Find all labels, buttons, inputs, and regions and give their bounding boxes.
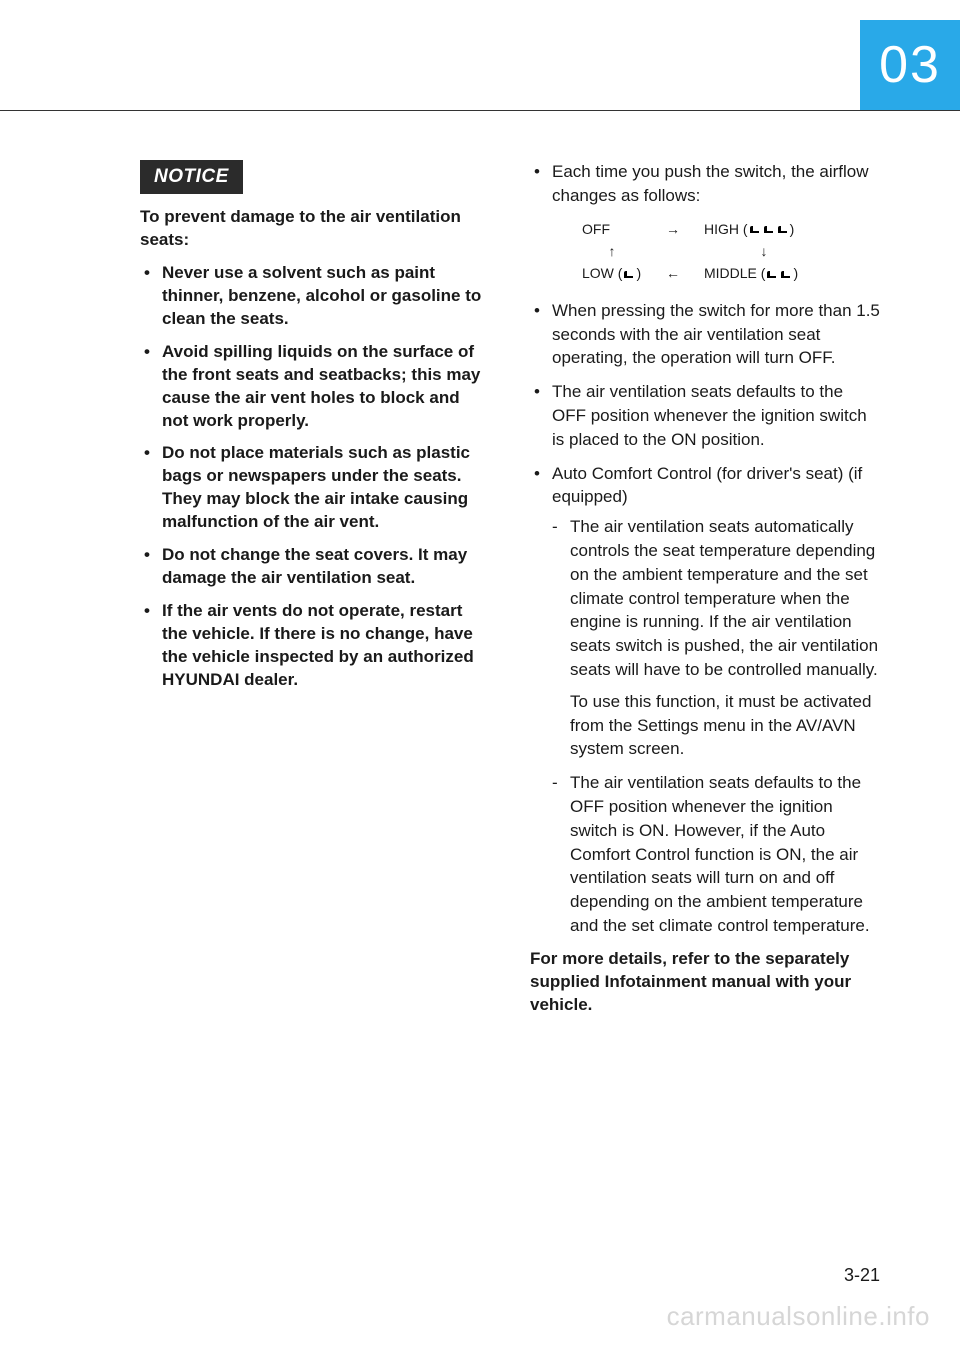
notice-label: NOTICE: [140, 160, 243, 194]
list-item-text: Auto Comfort Control (for driver's seat)…: [552, 464, 862, 507]
flow-close: ): [636, 265, 641, 281]
page-number: 3-21: [844, 1265, 880, 1286]
sub-item-para: To use this function, it must be activat…: [570, 690, 880, 761]
seat-icon: [765, 270, 779, 280]
notice-item: Do not place materials such as plastic b…: [140, 442, 490, 534]
left-column: NOTICE To prevent damage to the air vent…: [140, 160, 490, 1017]
list-item: Each time you push the switch, the airfl…: [530, 160, 880, 285]
right-column: Each time you push the switch, the airfl…: [530, 160, 880, 1017]
seat-icon: [762, 225, 776, 235]
sub-item-text: The air ventilation seats automatically …: [570, 517, 878, 679]
flow-row-mid: ↑ ↓: [582, 240, 880, 262]
flow-close: ): [793, 265, 798, 281]
notice-item: Do not change the seat covers. It may da…: [140, 544, 490, 590]
notice-intro: To prevent damage to the air ventilation…: [140, 206, 490, 252]
notice-item: If the air vents do not operate, restart…: [140, 600, 490, 692]
seat-icon: [748, 225, 762, 235]
flow-arrow-right: →: [658, 218, 688, 240]
flow-row-top: OFF → HIGH (): [582, 218, 880, 240]
flow-arrow-up: ↑: [582, 240, 642, 262]
flow-high-label: HIGH (: [704, 221, 748, 237]
list-item: When pressing the switch for more than 1…: [530, 299, 880, 370]
chapter-badge: 03: [860, 20, 960, 110]
sub-list: The air ventilation seats automatically …: [552, 515, 880, 938]
sub-item: The air ventilation seats defaults to th…: [552, 771, 880, 938]
notice-list: Never use a solvent such as paint thinne…: [140, 262, 490, 692]
seat-icon: [622, 270, 636, 280]
flow-low-label: LOW (: [582, 265, 622, 281]
flow-close: ): [790, 221, 795, 237]
seat-icon: [776, 225, 790, 235]
flow-row-bottom: LOW () ← MIDDLE (): [582, 262, 880, 284]
flow-off: OFF: [582, 218, 642, 240]
header-divider: [0, 110, 960, 111]
flow-middle-label: MIDDLE (: [704, 265, 765, 281]
watermark: carmanualsonline.info: [667, 1301, 930, 1332]
flow-high: HIGH (): [704, 218, 794, 240]
airflow-diagram: OFF → HIGH () ↑ ↓ LOW (): [582, 218, 880, 285]
flow-low: LOW (): [582, 262, 642, 284]
flow-middle: MIDDLE (): [704, 262, 798, 284]
seat-icon: [779, 270, 793, 280]
flow-arrow-down: ↓: [704, 240, 824, 262]
list-item: Auto Comfort Control (for driver's seat)…: [530, 462, 880, 938]
operation-list: Each time you push the switch, the airfl…: [530, 160, 880, 938]
page-content: NOTICE To prevent damage to the air vent…: [140, 160, 880, 1017]
list-item-text: Each time you push the switch, the airfl…: [552, 162, 869, 205]
list-item: The air ventilation seats defaults to th…: [530, 380, 880, 451]
notice-item: Never use a solvent such as paint thinne…: [140, 262, 490, 331]
flow-arrow-left: ←: [658, 262, 688, 284]
sub-item: The air ventilation seats automatically …: [552, 515, 880, 761]
footer-note: For more details, refer to the separatel…: [530, 948, 880, 1017]
notice-item: Avoid spilling liquids on the surface of…: [140, 341, 490, 433]
